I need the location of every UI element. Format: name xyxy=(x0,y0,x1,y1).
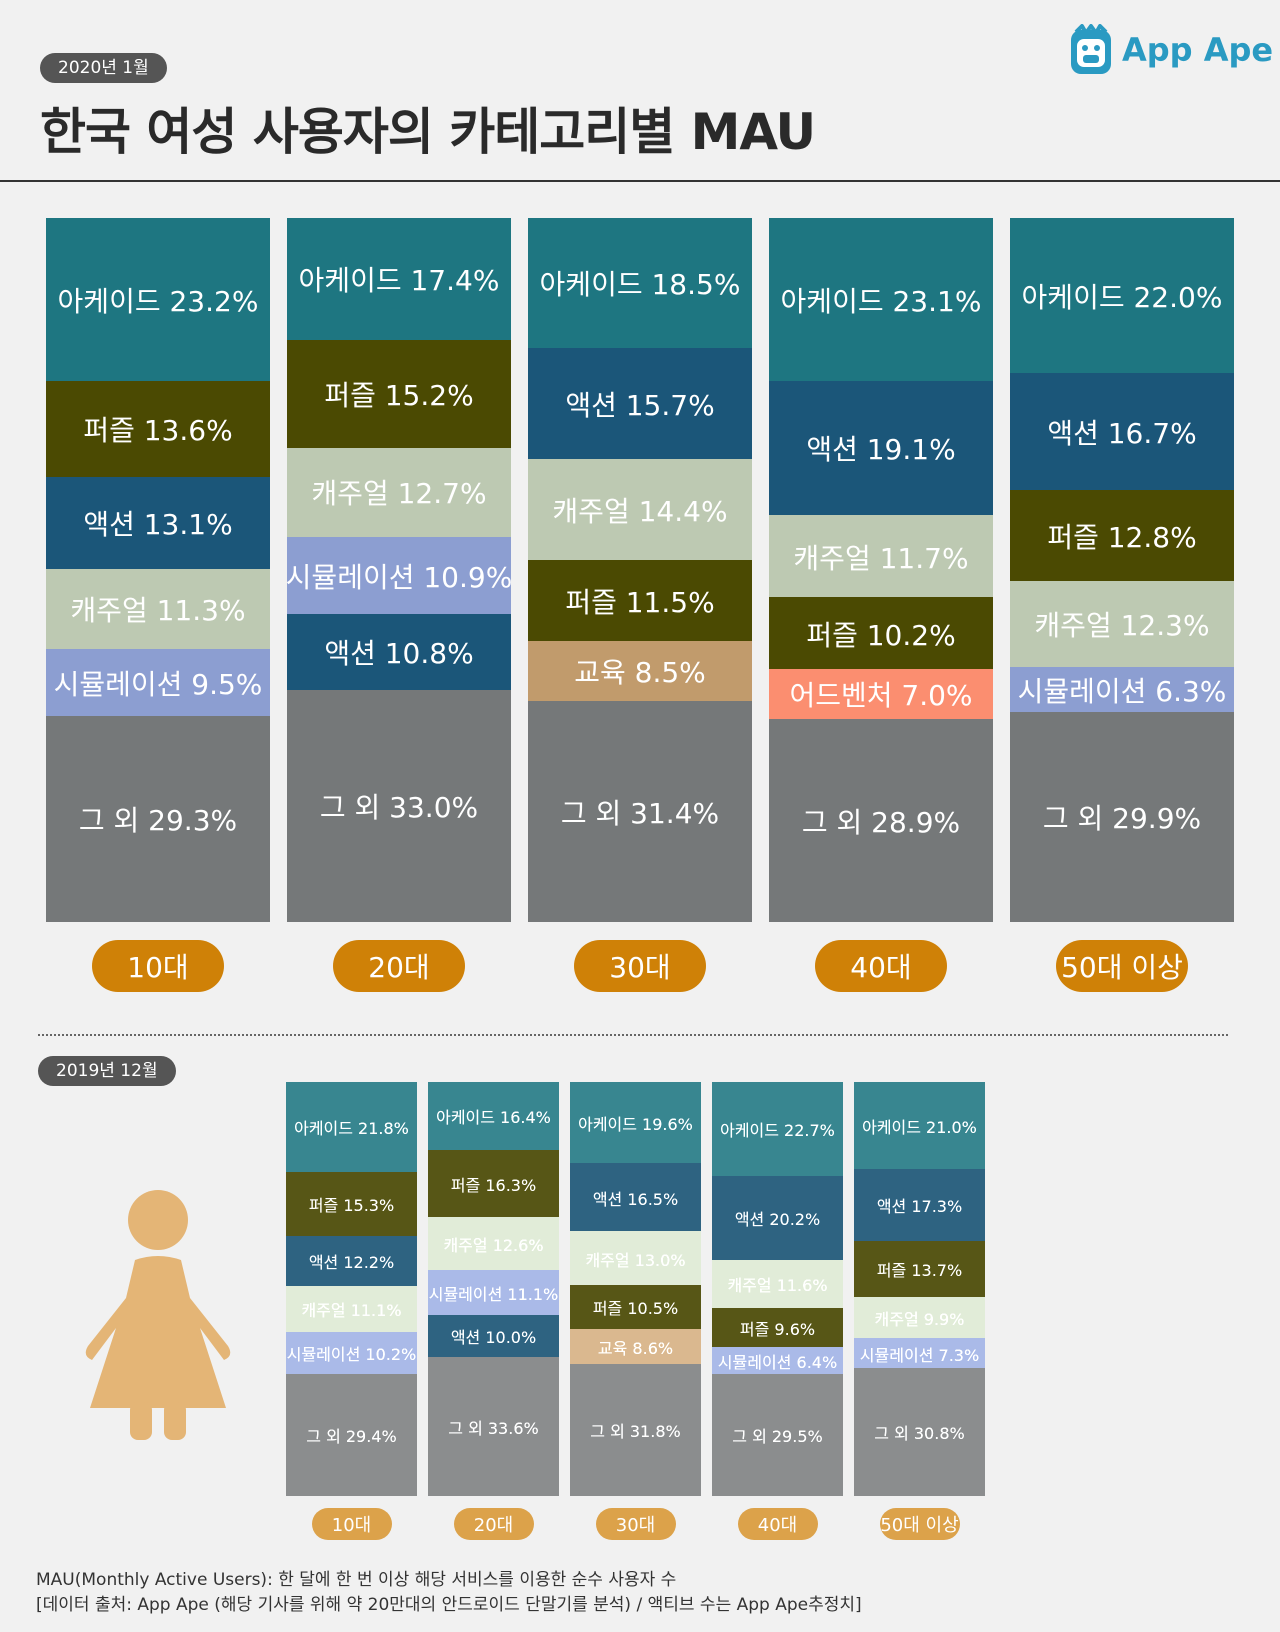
bar-segment-액션: 액션 10.8% xyxy=(287,613,511,691)
age-label-20대: 20대 xyxy=(333,940,465,992)
bar-segment-그-외: 그 외 33.6% xyxy=(428,1356,559,1497)
footnote-mau-definition: MAU(Monthly Active Users): 한 달에 한 번 이상 해… xyxy=(36,1570,677,1590)
bar-segment-그-외: 그 외 33.0% xyxy=(287,689,511,923)
date-badge-2020: 2020년 1월 xyxy=(40,53,167,83)
bar-segment-액션: 액션 16.7% xyxy=(1010,372,1234,491)
bar-segment-시뮬레이션: 시뮬레이션 10.2% xyxy=(286,1332,417,1375)
bar-segment-그-외: 그 외 29.9% xyxy=(1010,711,1234,923)
bar-segment-캐주얼: 캐주얼 12.6% xyxy=(428,1217,559,1271)
age-label-50대-이상: 50대 이상 xyxy=(1056,940,1188,992)
age-label-30대: 30대 xyxy=(595,1508,676,1540)
bar-segment-시뮬레이션: 시뮬레이션 10.9% xyxy=(287,536,511,615)
bar-segment-퍼즐: 퍼즐 15.2% xyxy=(287,340,511,448)
age-label-30대: 30대 xyxy=(574,940,706,992)
title-divider xyxy=(0,180,1280,182)
bar-segment-퍼즐: 퍼즐 9.6% xyxy=(712,1307,843,1348)
age-label-20대: 20대 xyxy=(453,1508,534,1540)
bar-segment-캐주얼: 캐주얼 11.6% xyxy=(712,1259,843,1309)
bar-segment-캐주얼: 캐주얼 9.9% xyxy=(854,1297,985,1339)
bar-segment-아케이드: 아케이드 18.5% xyxy=(528,218,752,349)
bar-segment-캐주얼: 캐주얼 11.1% xyxy=(286,1286,417,1333)
date-badge-2019: 2019년 12월 xyxy=(38,1056,176,1086)
bar-segment-교육: 교육 8.6% xyxy=(570,1328,701,1365)
bar-segment-시뮬레이션: 시뮬레이션 6.3% xyxy=(1010,667,1234,712)
bar-segment-캐주얼: 캐주얼 14.4% xyxy=(528,458,752,561)
section-divider xyxy=(38,1034,1228,1036)
bar-segment-아케이드: 아케이드 22.7% xyxy=(712,1082,843,1177)
bar-segment-퍼즐: 퍼즐 15.3% xyxy=(286,1172,417,1237)
woman-figure-icon xyxy=(85,1190,231,1440)
bar-segment-액션: 액션 20.2% xyxy=(712,1175,843,1261)
bar-segment-아케이드: 아케이드 16.4% xyxy=(428,1082,559,1151)
bar-segment-아케이드: 아케이드 22.0% xyxy=(1010,218,1234,374)
ape-face-icon xyxy=(1071,24,1111,74)
bar-segment-퍼즐: 퍼즐 13.7% xyxy=(854,1240,985,1298)
bar-segment-그-외: 그 외 29.4% xyxy=(286,1374,417,1497)
bar-segment-그-외: 그 외 31.8% xyxy=(570,1364,701,1497)
bar-segment-그-외: 그 외 28.9% xyxy=(769,718,993,923)
bar-segment-퍼즐: 퍼즐 12.8% xyxy=(1010,490,1234,582)
age-label-40대: 40대 xyxy=(737,1508,818,1540)
bar-segment-퍼즐: 퍼즐 10.5% xyxy=(570,1285,701,1330)
age-label-50대-이상: 50대 이상 xyxy=(879,1508,960,1540)
bar-segment-아케이드: 아케이드 17.4% xyxy=(287,218,511,341)
page-title: 한국 여성 사용자의 카테고리별 MAU xyxy=(40,103,816,161)
bar-segment-퍼즐: 퍼즐 13.6% xyxy=(46,381,270,478)
bar-segment-시뮬레이션: 시뮬레이션 9.5% xyxy=(46,648,270,717)
footnote-data-source: [데이터 출처: App Ape (해당 기사를 위해 약 20만대의 안드로이… xyxy=(36,1595,862,1615)
bar-segment-아케이드: 아케이드 23.1% xyxy=(769,218,993,382)
bar-segment-아케이드: 아케이드 21.0% xyxy=(854,1082,985,1170)
bar-segment-어드벤처: 어드벤처 7.0% xyxy=(769,669,993,720)
app-ape-logo: App Ape xyxy=(1068,24,1273,76)
bar-segment-액션: 액션 10.0% xyxy=(428,1315,559,1358)
bar-segment-퍼즐: 퍼즐 10.2% xyxy=(769,597,993,670)
bar-segment-액션: 액션 13.1% xyxy=(46,477,270,570)
bar-segment-아케이드: 아케이드 23.2% xyxy=(46,218,270,382)
bar-segment-시뮬레이션: 시뮬레이션 7.3% xyxy=(854,1338,985,1369)
bar-segment-그-외: 그 외 29.3% xyxy=(46,715,270,923)
logo-text: App Ape xyxy=(1122,31,1274,69)
bar-segment-교육: 교육 8.5% xyxy=(528,641,752,702)
bar-segment-액션: 액션 17.3% xyxy=(854,1168,985,1242)
age-label-10대: 10대 xyxy=(92,940,224,992)
footnote: MAU(Monthly Active Users): 한 달에 한 번 이상 해… xyxy=(36,1568,862,1618)
bar-segment-퍼즐: 퍼즐 11.5% xyxy=(528,560,752,642)
bar-segment-아케이드: 아케이드 21.8% xyxy=(286,1082,417,1173)
bar-segment-캐주얼: 캐주얼 11.7% xyxy=(769,515,993,598)
bar-segment-시뮬레이션: 시뮬레이션 6.4% xyxy=(712,1347,843,1375)
bar-segment-그-외: 그 외 29.5% xyxy=(712,1373,843,1497)
bar-segment-퍼즐: 퍼즐 16.3% xyxy=(428,1149,559,1218)
bar-segment-액션: 액션 12.2% xyxy=(286,1235,417,1287)
bar-segment-액션: 액션 16.5% xyxy=(570,1163,701,1232)
age-label-10대: 10대 xyxy=(311,1508,392,1540)
age-label-40대: 40대 xyxy=(815,940,947,992)
bar-segment-그-외: 그 외 30.8% xyxy=(854,1368,985,1497)
bar-segment-캐주얼: 캐주얼 12.3% xyxy=(1010,580,1234,668)
bar-segment-캐주얼: 캐주얼 12.7% xyxy=(287,447,511,538)
bar-segment-아케이드: 아케이드 19.6% xyxy=(570,1082,701,1164)
bar-segment-그-외: 그 외 31.4% xyxy=(528,700,752,923)
bar-segment-캐주얼: 캐주얼 13.0% xyxy=(570,1231,701,1286)
bar-segment-액션: 액션 19.1% xyxy=(769,380,993,516)
bar-segment-시뮬레이션: 시뮬레이션 11.1% xyxy=(428,1269,559,1316)
bar-segment-캐주얼: 캐주얼 11.3% xyxy=(46,569,270,650)
bar-segment-액션: 액션 15.7% xyxy=(528,348,752,460)
